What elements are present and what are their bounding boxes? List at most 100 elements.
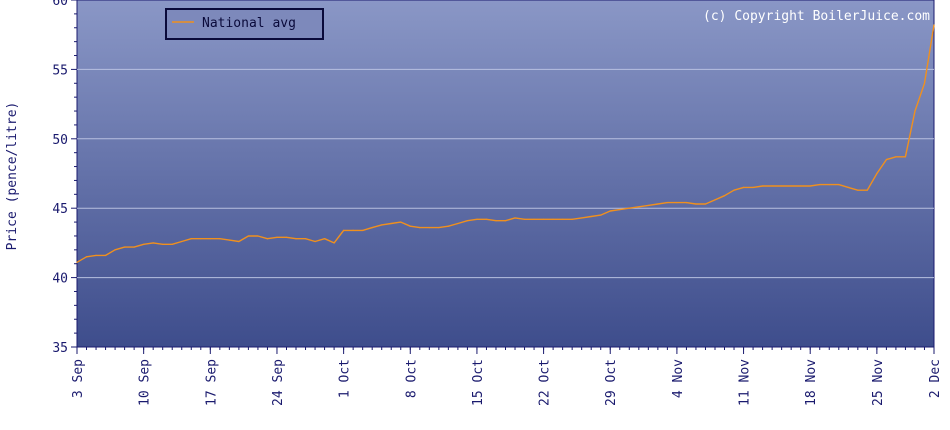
x-tick-label: 2 Dec — [928, 359, 943, 398]
data-point — [238, 240, 240, 243]
data-point — [933, 24, 935, 26]
data-point — [790, 185, 792, 187]
data-point — [247, 235, 249, 237]
x-tick-label: 8 Oct — [404, 359, 419, 398]
data-point — [209, 238, 211, 240]
data-point — [104, 254, 107, 256]
data-point — [190, 238, 192, 240]
copyright-text: (c) Copyright BoilerJuice.com — [703, 9, 930, 24]
data-point — [276, 236, 278, 238]
x-axis: 3 Sep 10 Sep 17 Sep 24 Sep 1 Oct 8 Oct 15 Oct 2… — [71, 347, 943, 406]
data-point — [523, 218, 526, 220]
data-point — [495, 220, 497, 222]
y-tick-label: 40 — [52, 272, 68, 287]
data-point — [76, 261, 78, 263]
data-point — [581, 217, 583, 219]
data-point — [619, 208, 621, 211]
data-point — [228, 239, 230, 241]
data-point — [600, 214, 602, 216]
data-point — [847, 186, 849, 188]
x-tick-label: 4 Nov — [671, 359, 686, 398]
data-point — [171, 243, 173, 245]
x-tick-label: 29 Oct — [604, 359, 619, 406]
data-point — [695, 203, 697, 205]
data-point — [133, 246, 135, 248]
data-point — [466, 220, 469, 222]
data-point — [390, 222, 392, 225]
y-axis: 35 40 45 50 55 60 — [52, 0, 77, 356]
data-point — [152, 242, 154, 244]
series-layer — [76, 24, 935, 263]
data-point — [657, 203, 659, 205]
data-point — [457, 222, 459, 225]
data-point — [352, 229, 354, 232]
data-point — [638, 206, 640, 208]
data-point — [257, 235, 259, 237]
data-point — [323, 238, 326, 240]
data-point — [809, 185, 811, 187]
y-tick-label: 55 — [52, 63, 68, 78]
data-point — [295, 238, 297, 240]
y-tick-label: 60 — [52, 0, 68, 9]
data-point — [371, 227, 373, 229]
legend-box — [165, 8, 324, 40]
data-point — [200, 238, 202, 240]
data-point — [762, 185, 764, 187]
x-tick-label: 18 Nov — [804, 359, 819, 406]
data-point — [819, 184, 821, 186]
data-point — [914, 110, 916, 112]
data-point — [400, 221, 402, 223]
grid-lines — [77, 68, 934, 279]
y-tick-label: 35 — [52, 341, 68, 356]
data-point — [609, 210, 611, 212]
y-tick-label: 45 — [52, 202, 68, 217]
x-tick-label: 3 Sep — [71, 359, 86, 398]
data-point — [181, 240, 183, 243]
data-point — [504, 220, 507, 222]
data-point — [752, 186, 754, 188]
data-point — [124, 246, 126, 248]
data-point — [742, 186, 745, 188]
data-point — [362, 229, 364, 232]
data-point — [114, 249, 116, 251]
data-point — [514, 217, 516, 219]
x-tick-label: 17 Sep — [204, 359, 219, 406]
data-point — [95, 254, 97, 256]
data-point — [800, 185, 802, 187]
data-point — [419, 227, 421, 229]
data-point — [876, 172, 878, 175]
data-point — [685, 202, 688, 204]
data-point — [381, 224, 383, 226]
data-point — [266, 238, 269, 240]
data-point — [542, 218, 545, 220]
data-point — [485, 218, 488, 220]
data-point — [343, 229, 345, 232]
x-tick-label: 11 Nov — [738, 359, 753, 406]
data-point — [428, 227, 430, 229]
data-point — [628, 207, 630, 209]
data-point — [714, 199, 716, 201]
data-point — [304, 238, 307, 240]
data-point — [552, 218, 554, 220]
data-point — [895, 156, 897, 158]
legend: National avg — [165, 8, 324, 40]
data-point — [562, 218, 564, 220]
data-point — [143, 243, 145, 245]
data-point — [666, 202, 668, 204]
data-point — [571, 218, 573, 220]
x-tick-label: 24 Sep — [271, 359, 286, 406]
data-point — [314, 240, 316, 243]
data-point — [676, 202, 678, 204]
data-point — [904, 156, 907, 158]
x-tick-label: 15 Oct — [471, 359, 486, 406]
data-point — [85, 256, 88, 258]
x-tick-label: 10 Sep — [138, 359, 153, 406]
data-point — [533, 218, 535, 220]
data-point — [923, 82, 926, 84]
data-point — [438, 227, 440, 229]
data-point — [647, 204, 649, 207]
data-point — [333, 242, 335, 244]
x-tick-label: 25 Nov — [871, 359, 886, 406]
data-point — [828, 184, 830, 186]
